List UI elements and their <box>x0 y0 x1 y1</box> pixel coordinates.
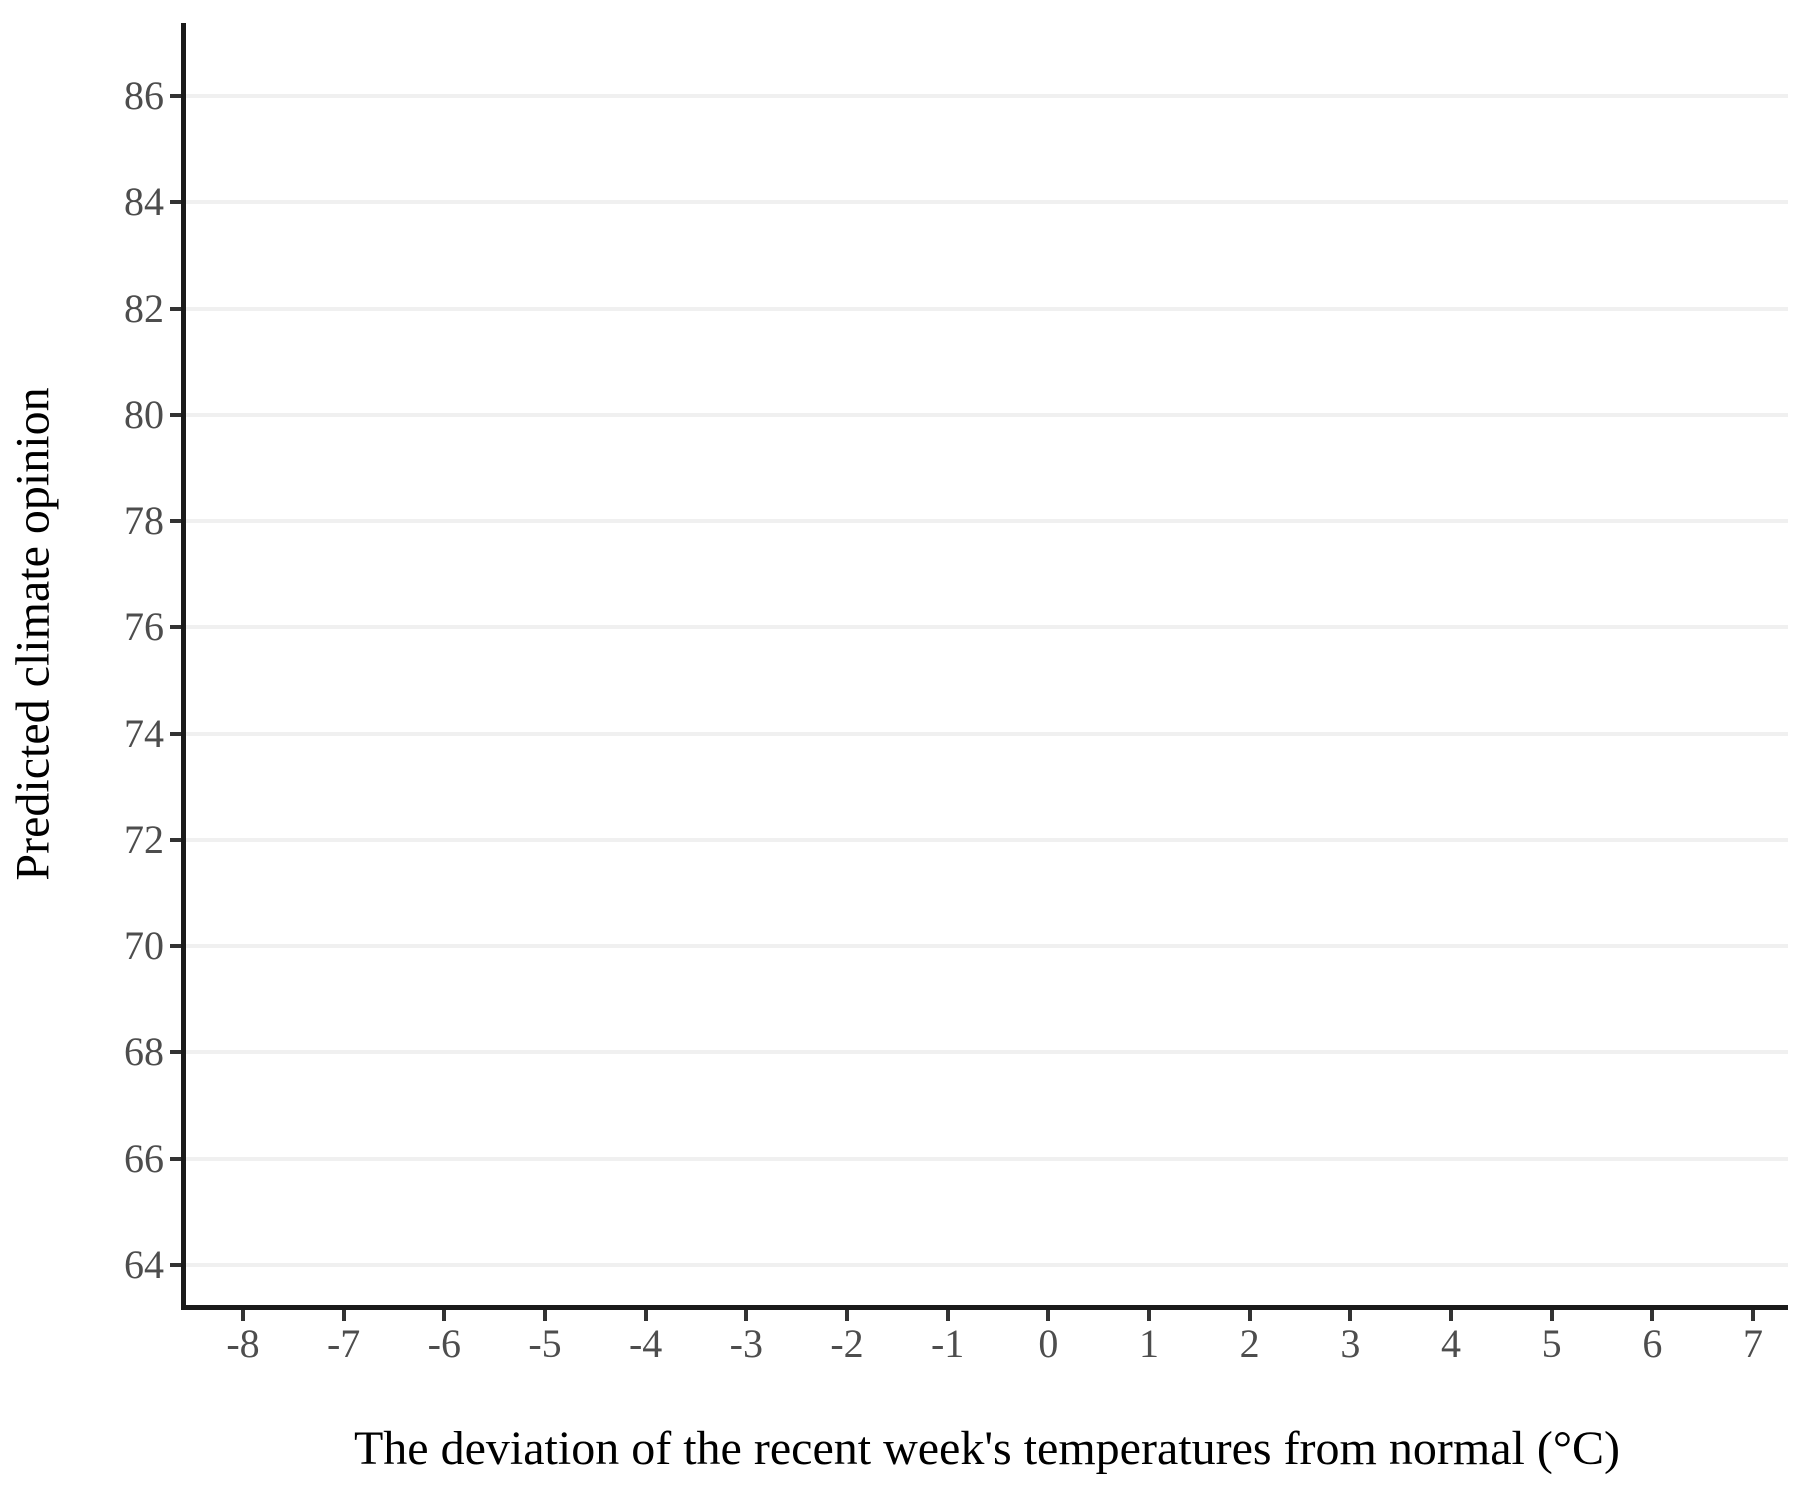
x-tick-label: -7 <box>326 1321 361 1366</box>
x-tick-mark <box>543 1310 547 1321</box>
y-gridline <box>186 944 1788 949</box>
y-tick-label: 74 <box>124 710 164 756</box>
y-gridline <box>186 412 1788 417</box>
y-tick-mark <box>170 1156 183 1161</box>
x-tick-label: -4 <box>628 1321 663 1366</box>
y-tick-label: 86 <box>124 72 164 118</box>
y-gridline <box>186 1156 1788 1161</box>
y-tick-mark <box>170 837 183 842</box>
y-gridline <box>186 200 1788 205</box>
y-gridline <box>186 1263 1788 1267</box>
x-tick-label: -1 <box>930 1321 965 1366</box>
y-tick-mark <box>170 1263 183 1267</box>
y-axis-title: Predicted climate opinion <box>6 387 60 881</box>
x-tick-mark <box>1348 1310 1353 1321</box>
x-tick-mark <box>744 1310 749 1321</box>
y-gridline <box>186 837 1788 842</box>
x-tick-mark <box>1046 1310 1051 1321</box>
y-tick-label: 64 <box>124 1242 164 1287</box>
y-gridline <box>186 519 1788 524</box>
x-tick-mark <box>643 1310 648 1321</box>
y-tick-label: 76 <box>124 604 164 650</box>
x-tick-mark <box>1751 1310 1755 1321</box>
x-tick-label: -8 <box>226 1321 260 1366</box>
x-tick-label: -2 <box>830 1321 864 1366</box>
y-tick-mark <box>170 944 183 949</box>
y-tick-mark <box>170 731 183 736</box>
x-tick-label: 1 <box>1139 1321 1159 1366</box>
x-tick-label: 0 <box>1038 1321 1059 1366</box>
x-axis-line <box>181 1305 1788 1310</box>
y-tick-label: 70 <box>124 923 164 969</box>
x-tick-label: 4 <box>1441 1321 1461 1366</box>
x-tick-label: 7 <box>1743 1321 1763 1366</box>
x-tick-mark <box>241 1310 245 1321</box>
y-tick-mark <box>170 93 183 98</box>
x-tick-mark <box>845 1310 849 1321</box>
y-tick-label: 82 <box>124 285 164 331</box>
y-tick-label: 80 <box>124 391 164 437</box>
y-gridline <box>186 625 1788 630</box>
y-tick-mark <box>170 625 183 630</box>
x-tick-label: 3 <box>1340 1321 1361 1366</box>
x-tick-label: -3 <box>729 1321 763 1366</box>
x-tick-label: -5 <box>528 1321 562 1366</box>
y-axis-line <box>181 23 186 1310</box>
y-tick-label: 72 <box>124 816 164 862</box>
y-gridline <box>186 93 1788 98</box>
x-tick-label: 2 <box>1239 1321 1260 1366</box>
y-tick-label: 68 <box>124 1029 164 1075</box>
y-gridline <box>186 1050 1788 1055</box>
y-tick-label: 66 <box>124 1135 164 1181</box>
y-tick-mark <box>170 412 183 417</box>
x-tick-label: 6 <box>1642 1321 1663 1366</box>
x-tick-mark <box>1549 1310 1554 1321</box>
x-tick-label: 5 <box>1541 1321 1562 1366</box>
x-tick-mark <box>1650 1310 1655 1321</box>
y-tick-mark <box>170 306 183 311</box>
x-tick-mark <box>341 1310 346 1321</box>
x-tick-mark <box>1247 1310 1252 1321</box>
x-tick-label: -6 <box>427 1321 461 1366</box>
y-tick-label: 78 <box>124 498 164 544</box>
y-tick-mark <box>170 200 183 205</box>
y-gridline <box>186 731 1788 736</box>
y-tick-mark <box>170 519 183 524</box>
x-tick-mark <box>1449 1310 1453 1321</box>
y-tick-label: 84 <box>124 179 164 225</box>
x-tick-mark <box>1147 1310 1151 1321</box>
x-axis-title: The deviation of the recent week's tempe… <box>353 1422 1621 1475</box>
x-tick-mark <box>945 1310 950 1321</box>
x-tick-mark <box>442 1310 447 1321</box>
y-tick-mark <box>170 1050 183 1055</box>
y-gridline <box>186 306 1788 311</box>
